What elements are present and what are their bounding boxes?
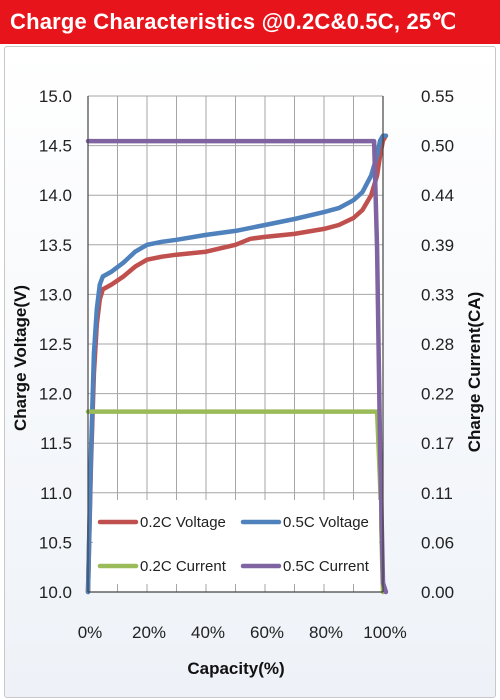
x-tick-label: 60%	[250, 623, 284, 642]
legend-label: 0.5C Current	[283, 558, 370, 575]
y2-tick-label: 0.39	[421, 236, 454, 255]
x-tick-label: 0%	[78, 623, 103, 642]
legend-box	[93, 500, 379, 584]
legend: 0.2C Voltage 0.5C Voltage 0.2C Current 0.5C…	[93, 500, 379, 584]
series-line-0-5c-voltage	[85, 133, 389, 595]
y2-tick-label: 0.50	[421, 137, 454, 156]
x-tick-label: 40%	[191, 623, 225, 642]
y-tick-label: 11.5	[40, 434, 72, 453]
y-tick-label: 13.0	[39, 285, 72, 304]
y2-tick-label: 0.00	[421, 583, 454, 602]
y-tick-label: 14.5	[39, 137, 72, 156]
y-tick-label: 10.0	[39, 583, 72, 602]
y2-tick-label: 0.17	[421, 434, 454, 453]
y2-tick-label: 0.55	[421, 87, 454, 106]
y-tick-label: 12.5	[39, 335, 72, 354]
x-axis-title: Capacity(%)	[187, 659, 284, 678]
x-tick-label: 100%	[363, 623, 406, 642]
y2-tick-label: 0.44	[421, 186, 454, 205]
y-tick-label: 15.0	[39, 87, 72, 106]
x-tick-label: 80%	[309, 623, 343, 642]
y-tick-label: 14.0	[39, 186, 72, 205]
y-tick-label: 10.5	[39, 533, 72, 552]
y2-tick-label: 0.33	[421, 285, 454, 304]
y2-tick-label: 0.22	[421, 385, 454, 404]
legend-label: 0.5C Voltage	[283, 514, 369, 531]
y2-tick-label: 0.11	[421, 484, 453, 503]
y-axis-title: Charge Voltage(V)	[11, 285, 30, 431]
chart-title: Charge Characteristics @0.2C&0.5C, 25℃	[0, 0, 500, 44]
tick-labels: 10.0 0.00 10.5 0.06 11.0 0.11 11.5 0.17 12.0 0.22…	[39, 87, 454, 642]
y2-tick-label: 0.28	[421, 335, 454, 354]
x-tick-label: 20%	[132, 623, 166, 642]
legend-label: 0.2C Current	[140, 558, 227, 575]
y-tick-label: 11.0	[40, 484, 72, 503]
axes	[87, 96, 384, 593]
y2-tick-label: 0.06	[421, 533, 454, 552]
y-tick-label: 12.0	[39, 385, 72, 404]
y2-axis-title: Charge Current(CA)	[465, 292, 484, 453]
legend-label: 0.2C Voltage	[140, 514, 226, 531]
y-tick-label: 13.5	[39, 236, 72, 255]
